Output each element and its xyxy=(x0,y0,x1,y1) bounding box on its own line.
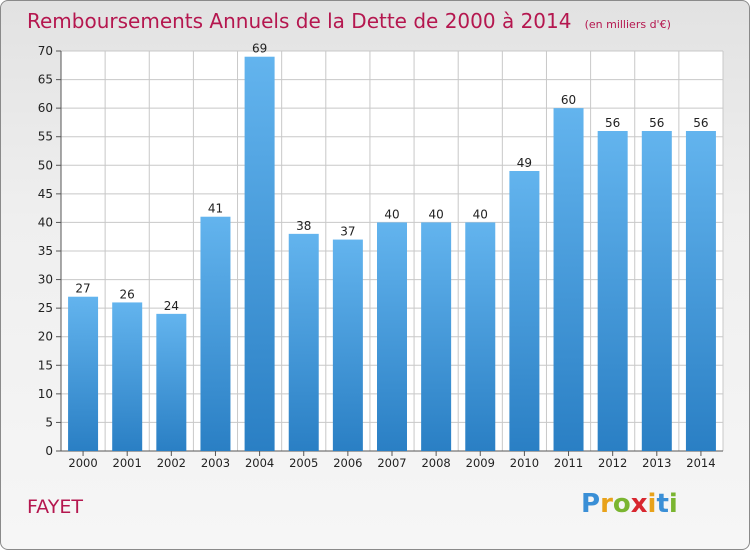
x-tick-label: 2004 xyxy=(245,456,274,470)
bar xyxy=(288,233,319,451)
bar-value-label: 37 xyxy=(340,225,355,239)
y-tick-label: 60 xyxy=(38,101,53,115)
bar xyxy=(244,56,275,451)
x-tick-label: 2009 xyxy=(466,456,495,470)
labels: 27 2000 26 2001 24 2002 41 2003 69 2004 38 2005 37 20… xyxy=(68,42,715,470)
logo-letter: o xyxy=(612,489,631,519)
x-tick-label: 2002 xyxy=(157,456,186,470)
logo-letter: r xyxy=(600,489,613,519)
chart-title: Remboursements Annuels de la Dette de 20… xyxy=(27,9,572,33)
y-tick-label: 65 xyxy=(38,73,53,87)
bar xyxy=(597,131,628,451)
commune-name: FAYET xyxy=(27,496,83,518)
y-tick-label: 35 xyxy=(38,244,53,258)
y-tick-label: 15 xyxy=(38,358,53,372)
bar xyxy=(332,239,363,451)
y-tick-label: 45 xyxy=(38,187,53,201)
bar-value-label: 41 xyxy=(208,202,223,216)
bar-value-label: 56 xyxy=(649,116,664,130)
y-tick-label: 70 xyxy=(38,44,53,58)
x-tick-label: 2013 xyxy=(642,456,671,470)
bar-value-label: 69 xyxy=(252,42,267,56)
logo-letter: i xyxy=(668,489,678,519)
y-tick-label: 25 xyxy=(38,301,53,315)
x-tick-label: 2011 xyxy=(554,456,583,470)
y-tick-label: 30 xyxy=(38,273,53,287)
x-tick-label: 2001 xyxy=(113,456,142,470)
x-tick-label: 2008 xyxy=(421,456,450,470)
bar xyxy=(112,302,143,451)
y-tick-label: 20 xyxy=(38,330,53,344)
logo-letter: x xyxy=(630,489,648,519)
bar xyxy=(421,222,452,451)
y-tick-label: 50 xyxy=(38,158,53,172)
bar-value-label: 24 xyxy=(164,299,179,313)
y-tick-label: 55 xyxy=(38,130,53,144)
chart-unit: (en milliers d'€) xyxy=(584,18,671,31)
logo-letter: i xyxy=(647,489,657,519)
bar xyxy=(200,216,231,451)
bar xyxy=(685,131,716,451)
logo-letter: P xyxy=(581,489,601,519)
y-tick-label: 10 xyxy=(38,387,53,401)
y-tick-label: 5 xyxy=(45,415,53,429)
chart-title-block: Remboursements Annuels de la Dette de 20… xyxy=(27,9,671,33)
bar-value-label: 56 xyxy=(693,116,708,130)
bar xyxy=(465,222,496,451)
bar-value-label: 38 xyxy=(296,219,311,233)
x-tick-label: 2003 xyxy=(201,456,230,470)
x-tick-label: 2006 xyxy=(333,456,362,470)
bars xyxy=(68,56,716,452)
bar-value-label: 40 xyxy=(384,207,399,221)
bar-value-label: 26 xyxy=(120,287,135,301)
bar xyxy=(68,296,99,451)
x-tick-label: 2010 xyxy=(510,456,539,470)
x-tick-label: 2005 xyxy=(289,456,318,470)
proxiti-logo[interactable]: Proxiti xyxy=(581,489,678,519)
bar-value-label: 40 xyxy=(473,207,488,221)
bar-value-label: 49 xyxy=(517,156,532,170)
x-tick-label: 2000 xyxy=(68,456,97,470)
bar xyxy=(377,222,407,451)
bar xyxy=(641,131,672,451)
bar xyxy=(156,313,187,451)
bar-value-label: 27 xyxy=(75,282,90,296)
bar-value-label: 60 xyxy=(561,93,576,107)
logo-letter: t xyxy=(656,489,669,519)
y-tick-label: 40 xyxy=(38,215,53,229)
x-tick-label: 2014 xyxy=(686,456,715,470)
bar-chart: 0 5 10 15 20 25 30 35 40 45 50 55 60 65 70 27 2000 26 200… xyxy=(38,42,724,470)
y-tick-label: 0 xyxy=(45,444,53,458)
x-tick-label: 2007 xyxy=(377,456,406,470)
x-tick-label: 2012 xyxy=(598,456,627,470)
bar xyxy=(509,171,540,451)
bar xyxy=(553,108,584,452)
bar-value-label: 40 xyxy=(428,207,443,221)
bar-value-label: 56 xyxy=(605,116,620,130)
